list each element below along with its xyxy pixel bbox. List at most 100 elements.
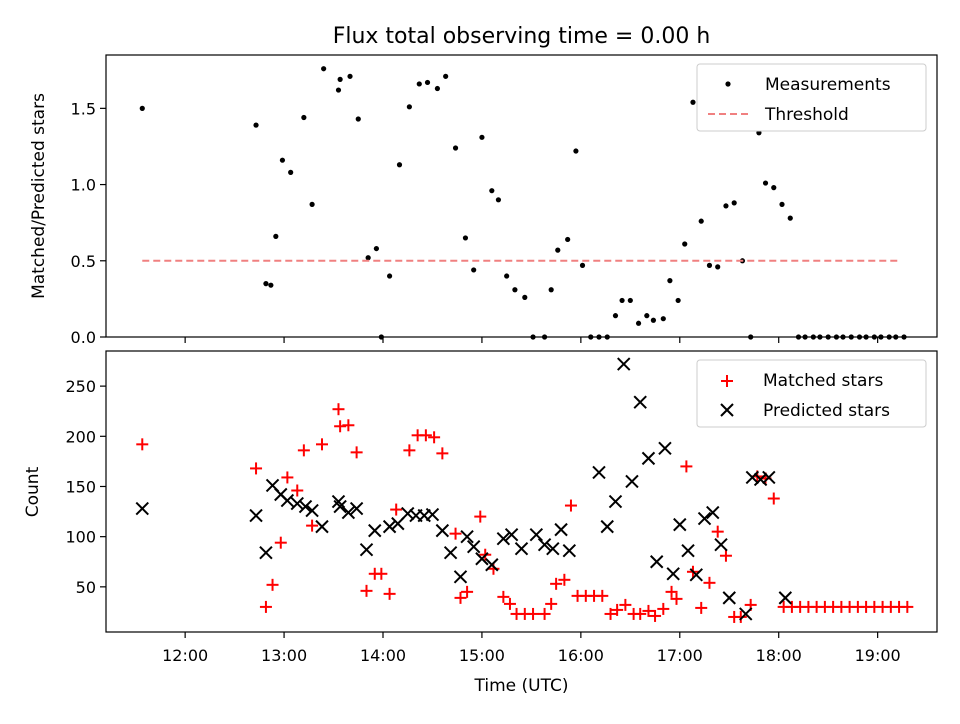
bottom-panel: 50 100 150 200 250 12:00 13:00 14:00 15:00 16:00… <box>23 350 938 696</box>
y-tick-label: 1.0 <box>71 176 96 195</box>
matched-star-point <box>297 444 310 457</box>
predicted-star-point <box>259 546 273 560</box>
bottom-x-ticks: 12:00 13:00 14:00 15:00 16:00 17:00 18:00 19:00 <box>162 632 901 665</box>
matched-star-point <box>274 536 287 549</box>
matched-star-point <box>487 562 500 575</box>
bottom-legend-frame <box>696 359 927 428</box>
matched-star-point <box>306 519 319 532</box>
matched-star-point <box>642 604 655 617</box>
matched-star-point <box>680 460 693 473</box>
predicted-star-point <box>249 508 263 523</box>
measurement-point <box>698 218 704 224</box>
measurement-point <box>396 162 403 168</box>
measurement-point <box>667 278 673 284</box>
predicted-star-point <box>689 568 703 582</box>
x-tick-label: 15:00 <box>459 646 505 665</box>
measurement-point <box>731 200 737 206</box>
measurement-point <box>612 313 619 319</box>
matched-star-point <box>266 578 279 591</box>
measurement-point <box>690 99 696 105</box>
y-tick-label: 200 <box>65 427 96 446</box>
measurement-point <box>253 122 259 128</box>
top-y-axis-label: Matched/Predicted stars <box>29 93 49 299</box>
measurement-point <box>273 233 279 239</box>
top-y-ticks: 0.0 0.5 1.0 1.5 <box>71 99 106 347</box>
predicted-star-point <box>745 470 760 485</box>
measurement-point <box>573 148 579 154</box>
measurement-point <box>365 255 371 261</box>
predicted-star-point <box>401 506 415 521</box>
matched-star-point <box>711 525 724 538</box>
matched-star-point <box>291 484 304 497</box>
predicted-star-point <box>359 543 374 557</box>
measurement-point <box>675 297 681 304</box>
matched-star-point <box>360 584 373 597</box>
legend-label-measurements: Measurements <box>765 75 891 95</box>
measurement-point <box>512 287 518 293</box>
measurement-point <box>309 201 315 207</box>
matched-star-point <box>665 585 678 598</box>
measurement-point <box>522 294 528 300</box>
matched-star-point <box>428 431 441 444</box>
predicted-star-point <box>514 541 529 556</box>
measurement-point <box>335 87 342 93</box>
predicted-star-point <box>382 519 397 534</box>
y-tick-label: 150 <box>65 477 96 496</box>
legend-label-predicted: Predicted stars <box>763 401 890 421</box>
measurement-point <box>301 114 307 121</box>
bottom-y-ticks: 50 100 150 200 250 <box>65 377 106 597</box>
matched-star-point <box>734 610 747 623</box>
predicted-star-point <box>443 546 458 560</box>
matched-star-point <box>449 527 462 540</box>
matched-star-point <box>703 576 716 589</box>
predicted-star-point <box>762 470 776 485</box>
matched-star-point <box>538 607 551 620</box>
measurement-point <box>715 264 721 270</box>
measurement-point <box>644 313 650 319</box>
figure-title: Flux total observing time = 0.00 h <box>333 24 711 49</box>
measurement-point <box>682 241 688 247</box>
matched-star-point <box>419 429 432 442</box>
x-tick-label: 16:00 <box>558 646 604 665</box>
matched-star-point <box>596 589 609 602</box>
legend-label-matched: Matched stars <box>763 371 883 391</box>
y-tick-label: 250 <box>65 377 96 396</box>
matched-star-point <box>767 492 780 505</box>
y-tick-label: 100 <box>65 528 96 547</box>
measurement-point <box>495 197 502 203</box>
predicted-star-point <box>641 451 656 466</box>
matched-star-point <box>545 597 558 610</box>
predicted-star-point <box>697 511 712 526</box>
measurement-point <box>321 66 327 72</box>
predicted-star-point <box>368 523 382 538</box>
bottom-y-axis-label: Count <box>23 466 43 517</box>
measurement-point <box>268 282 274 288</box>
matched-star-point <box>383 587 396 600</box>
measurement-point <box>416 81 422 87</box>
matched-star-point <box>670 592 683 605</box>
predicted-star-point <box>546 541 560 556</box>
predicted-star-point <box>722 591 736 605</box>
matched-star-point <box>564 499 577 512</box>
measurement-point <box>386 273 393 279</box>
measurement-point <box>424 79 431 86</box>
predicted-star-point <box>496 531 511 546</box>
measurement-point <box>627 297 633 304</box>
measurement-point <box>771 185 777 191</box>
matched-star-point <box>332 403 345 416</box>
predicted-star-point <box>135 501 149 516</box>
predicted-star-point <box>649 555 664 569</box>
measurement-point <box>548 287 554 293</box>
matched-star-point <box>550 577 563 590</box>
measurement-point <box>489 188 495 194</box>
matched-star-point <box>436 447 449 460</box>
matched-star-point <box>474 510 487 523</box>
predicted-star-point <box>333 499 347 514</box>
y-tick-label: 0.0 <box>71 328 96 347</box>
predicted-star-point <box>460 529 474 544</box>
matched-star-point <box>604 607 617 620</box>
predicted-star-point <box>475 552 489 566</box>
bottom-panel-marks <box>135 357 914 623</box>
predicted-star-point <box>466 539 481 554</box>
